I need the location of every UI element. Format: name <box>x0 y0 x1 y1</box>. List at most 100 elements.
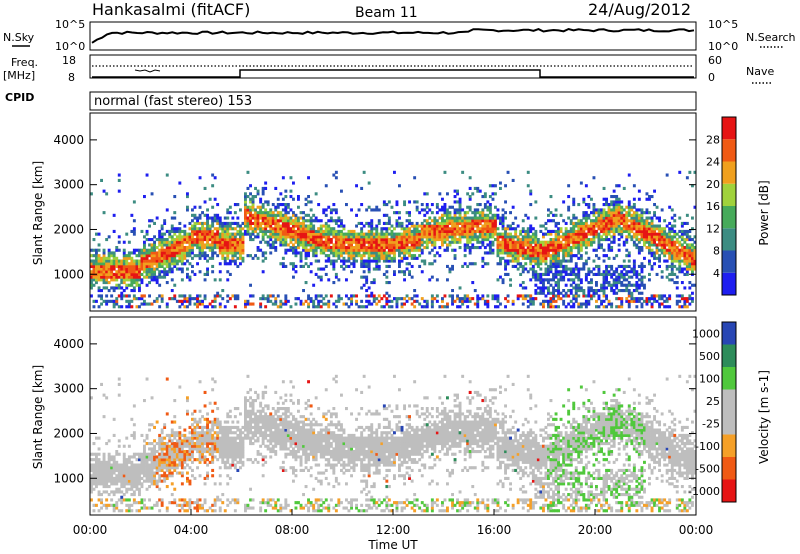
power-cell <box>473 211 477 215</box>
power-cell <box>170 229 174 233</box>
power-cell <box>403 240 406 244</box>
power-cell <box>211 248 215 252</box>
power-cell <box>595 272 598 276</box>
power-cell <box>640 208 644 212</box>
power-cell <box>130 264 134 268</box>
power-cell <box>413 238 417 242</box>
power-cell <box>236 240 240 244</box>
power-cell <box>607 224 611 228</box>
power-cell <box>286 232 290 236</box>
power-cell <box>468 197 472 201</box>
power-cell <box>466 216 470 220</box>
power-cell <box>685 297 689 301</box>
power-cell <box>413 176 417 180</box>
power-cell <box>408 270 411 274</box>
power-cell <box>509 283 512 287</box>
power-cell <box>342 232 346 236</box>
power-cell <box>259 208 263 212</box>
power-cell <box>398 240 401 244</box>
power-cell <box>382 235 386 239</box>
power-cell <box>564 291 568 295</box>
power-cell <box>693 248 697 252</box>
power-cell <box>590 297 593 301</box>
power-cell <box>95 275 98 279</box>
power-cell <box>158 272 162 276</box>
power-cell <box>602 213 606 217</box>
power-cell <box>592 235 596 239</box>
power-cell <box>650 219 654 223</box>
power-cell <box>564 264 568 268</box>
power-cell <box>630 208 634 212</box>
power-cell <box>471 243 475 247</box>
power-cell <box>350 248 353 252</box>
power-cell <box>415 246 419 250</box>
power-cell <box>314 251 318 255</box>
power-cell <box>228 221 232 225</box>
power-cell <box>428 229 432 233</box>
power-cell <box>554 213 558 217</box>
power-cell <box>352 254 356 258</box>
power-cell <box>153 259 156 263</box>
power-cell <box>675 238 679 242</box>
power-cell <box>327 278 331 282</box>
power-cell <box>289 176 293 180</box>
power-cell <box>183 246 187 250</box>
power-cell <box>140 262 144 266</box>
velocity-cell <box>107 460 111 464</box>
power-cell <box>170 259 174 263</box>
power-cell <box>319 251 323 255</box>
power-cell <box>382 256 386 260</box>
power-cell <box>362 262 366 266</box>
power-cell <box>327 248 331 252</box>
power-cell <box>597 235 601 239</box>
power-cell <box>415 224 419 228</box>
power-cell <box>236 264 240 268</box>
power-cell <box>610 246 614 250</box>
power-cell <box>554 229 558 233</box>
power-cell <box>663 232 667 236</box>
power-cell <box>468 251 472 255</box>
power-cell <box>244 197 247 201</box>
power-cell <box>102 267 106 271</box>
power-cell <box>428 216 432 220</box>
power-cell <box>668 246 672 250</box>
power-cell <box>514 240 518 244</box>
power-cell <box>562 267 566 271</box>
power-cell <box>602 270 606 274</box>
power-cell <box>542 251 545 255</box>
velocity-cell <box>122 498 126 502</box>
power-cell <box>299 221 303 225</box>
power-cell <box>178 229 182 233</box>
power-cell <box>405 267 409 271</box>
power-cell <box>582 262 586 266</box>
power-cell <box>516 297 520 301</box>
power-cell <box>309 248 313 252</box>
power-cell <box>130 259 134 263</box>
power-cell <box>637 229 641 233</box>
power-cell <box>143 251 146 255</box>
power-cell <box>395 235 399 239</box>
power-cell <box>418 248 422 252</box>
velocity-cell <box>110 468 114 472</box>
power-cell <box>605 216 608 220</box>
power-cell <box>196 302 199 306</box>
power-cell <box>324 221 328 225</box>
power-cell <box>622 267 626 271</box>
power-cell <box>370 259 374 263</box>
power-cell <box>557 246 560 250</box>
power-cell <box>191 232 194 236</box>
velocity-cell <box>120 482 124 486</box>
velocity-cell <box>97 474 101 478</box>
power-cell <box>627 208 631 212</box>
power-cell <box>271 240 275 244</box>
power-cell <box>660 248 664 252</box>
power-cell <box>622 186 626 190</box>
power-cell <box>534 291 538 295</box>
power-cell <box>122 267 126 271</box>
power-cell <box>289 238 293 242</box>
power-cell <box>360 229 364 233</box>
power-cell <box>302 235 305 239</box>
power-cell <box>337 240 341 244</box>
power-cell <box>595 283 598 287</box>
power-cell <box>691 251 694 255</box>
